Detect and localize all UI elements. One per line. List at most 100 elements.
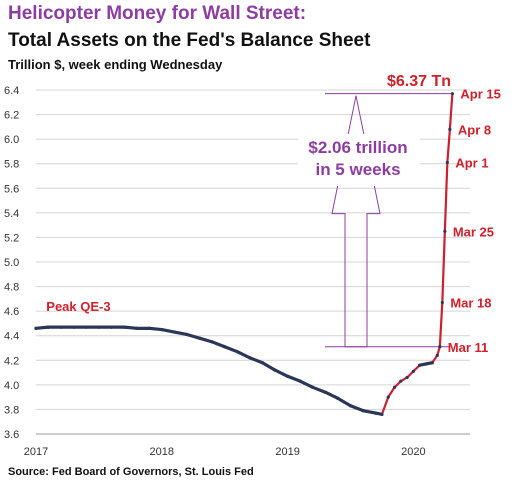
data-point — [399, 379, 403, 383]
units-label: Trillion $, week ending Wednesday — [8, 57, 223, 72]
y-tick-label: 4.8 — [4, 282, 19, 294]
series-segment — [172, 330, 189, 337]
series-segment — [323, 390, 340, 400]
data-point — [380, 412, 384, 416]
data-point — [109, 325, 114, 329]
data-point — [411, 369, 415, 373]
x-axis: 2017 2018 2019 2020 — [24, 433, 470, 458]
series-segment — [380, 396, 390, 416]
series-segment — [348, 404, 365, 413]
series-segment — [34, 325, 51, 330]
series-segment — [260, 361, 277, 372]
y-tick-label: 4.0 — [4, 380, 19, 392]
data-point — [298, 379, 302, 383]
y-tick-label: 4.6 — [4, 306, 19, 318]
y-tick-label: 3.8 — [4, 404, 19, 416]
series-segment — [248, 356, 265, 365]
data-point — [285, 374, 290, 378]
increase-annotation: $2.06 trillion in 5 weeks — [308, 138, 407, 179]
x-tick-label: 2017 — [24, 446, 48, 458]
data-point — [405, 375, 409, 380]
series-segment — [336, 396, 353, 408]
data-point — [336, 396, 340, 400]
series-segment — [438, 301, 444, 348]
data-point — [223, 345, 227, 349]
series-segment — [197, 336, 214, 344]
chart-subtitle: Total Assets on the Fed's Balance Sheet — [8, 30, 371, 51]
data-point — [448, 127, 452, 131]
date-label: Apr 15 — [460, 87, 500, 102]
series-segment — [160, 327, 176, 334]
y-axis: 3.6 3.8 4.0 4.2 4.4 4.6 4.8 5.0 5.2 5.4 5.6 5.8 6.0 6… — [4, 85, 19, 441]
data-point — [197, 336, 202, 340]
data-point — [135, 326, 139, 330]
date-label: Mar 11 — [448, 340, 488, 355]
data-point — [122, 325, 126, 329]
data-point — [361, 409, 365, 413]
data-point — [185, 332, 189, 337]
series-segment — [235, 350, 252, 360]
y-tick-label: 5.6 — [4, 183, 19, 195]
data-point — [438, 345, 442, 349]
data-point — [418, 363, 422, 367]
series-segment — [285, 374, 302, 383]
data-point — [392, 385, 397, 389]
date-label: Mar 25 — [453, 224, 494, 239]
data-point — [84, 325, 88, 329]
data-point — [440, 300, 444, 305]
annotations: $2.06 trillion in 5 weeks Peak QE-3 $6.37 T… — [46, 73, 501, 355]
data-point — [386, 395, 390, 399]
series-segment — [298, 379, 315, 389]
data-point — [72, 325, 76, 329]
series-segment — [273, 368, 290, 378]
x-tick-label: 2019 — [275, 446, 299, 458]
date-label: Apr 8 — [458, 122, 491, 137]
data-point — [34, 326, 38, 330]
source-note: Source: Fed Board of Governors, St. Loui… — [8, 466, 254, 478]
arrow-outline — [331, 95, 381, 348]
series-segment — [446, 128, 451, 164]
data-point — [46, 325, 51, 329]
x-tick-label: 2020 — [401, 446, 425, 458]
data-point — [311, 385, 315, 389]
data-point — [248, 356, 252, 360]
x-tick-label: 2018 — [150, 446, 174, 458]
data-point — [147, 326, 151, 330]
series-segment — [443, 161, 449, 233]
data-point — [445, 160, 449, 165]
data-point — [348, 404, 353, 408]
date-label: Mar 18 — [450, 296, 491, 311]
y-tick-label: 6.2 — [4, 110, 19, 122]
increase-arrow — [298, 93, 453, 348]
data-point — [235, 350, 239, 354]
peak-qe3-label: Peak QE-3 — [46, 299, 110, 314]
increase-annotation-line: $2.06 trillion — [308, 138, 407, 157]
series-segment — [147, 326, 164, 332]
data-point — [273, 368, 277, 372]
data-point — [435, 353, 439, 357]
data-point — [430, 361, 434, 365]
series-segment — [210, 340, 227, 349]
total-assets-label: $6.37 Tn — [387, 73, 451, 90]
y-tick-label: 3.6 — [4, 429, 19, 441]
series-segment — [185, 332, 202, 340]
series-segment — [223, 345, 239, 354]
y-tick-label: 5.0 — [4, 257, 19, 269]
series-segment — [387, 386, 396, 399]
y-tick-label: 5.8 — [4, 159, 19, 171]
data-point — [424, 362, 428, 366]
series-segment — [311, 385, 327, 394]
data-point — [260, 361, 265, 365]
series-segment — [441, 230, 446, 304]
data-point — [450, 92, 454, 96]
y-tick-label: 4.4 — [4, 331, 19, 343]
series-segment — [122, 325, 139, 330]
data-point — [443, 229, 447, 233]
data-point — [97, 325, 101, 329]
data-point — [59, 325, 63, 329]
date-label: Apr 1 — [455, 155, 488, 170]
chart-title: Helicopter Money for Wall Street: — [8, 3, 307, 24]
data-point — [374, 411, 378, 415]
series-segment — [448, 92, 454, 131]
